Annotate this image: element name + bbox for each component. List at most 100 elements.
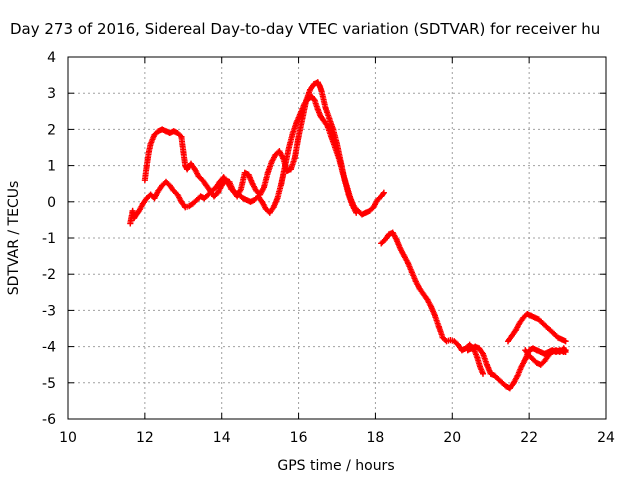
data-point xyxy=(551,330,558,337)
y-tick-label: 3 xyxy=(47,86,56,102)
data-point xyxy=(237,186,244,193)
data-point xyxy=(199,177,206,184)
data-point xyxy=(443,338,450,345)
data-point xyxy=(349,202,356,209)
data-point xyxy=(553,347,559,354)
data-point xyxy=(174,191,181,198)
data-point xyxy=(245,171,252,178)
data-point xyxy=(562,338,569,345)
data-point xyxy=(451,338,458,345)
data-point xyxy=(560,345,567,352)
series-1 xyxy=(127,93,387,227)
data-point xyxy=(382,236,388,243)
data-point xyxy=(147,140,154,147)
data-point xyxy=(166,182,173,189)
data-point xyxy=(188,160,194,167)
data-point xyxy=(556,349,563,355)
data-point xyxy=(514,372,521,379)
data-point xyxy=(397,245,404,252)
data-point xyxy=(266,209,273,216)
data-point xyxy=(416,285,423,292)
data-point xyxy=(370,204,377,211)
data-point xyxy=(334,140,340,147)
data-point xyxy=(155,128,162,135)
data-point xyxy=(280,155,287,162)
chart-title: Day 273 of 2016, Sidereal Day-to-day VTE… xyxy=(10,20,600,38)
data-point xyxy=(314,79,321,86)
data-point xyxy=(170,128,177,135)
data-point xyxy=(139,200,146,207)
data-point xyxy=(145,149,152,156)
data-point xyxy=(533,359,540,366)
data-point xyxy=(322,104,329,111)
data-point xyxy=(458,347,465,354)
x-tick-label: 16 xyxy=(290,430,308,446)
data-point xyxy=(558,336,565,343)
data-point xyxy=(537,349,544,355)
data-point xyxy=(495,376,502,383)
data-point xyxy=(186,203,193,210)
data-point xyxy=(341,177,348,184)
data-point xyxy=(508,332,515,339)
data-point xyxy=(274,195,281,202)
data-point xyxy=(147,191,154,198)
data-point xyxy=(480,370,486,377)
data-point xyxy=(259,198,266,205)
data-point xyxy=(178,133,185,140)
data-point xyxy=(401,253,408,260)
data-point xyxy=(428,303,435,310)
data-point xyxy=(317,113,324,120)
data-series xyxy=(127,79,569,392)
data-point xyxy=(337,159,344,165)
y-tick-label: 1 xyxy=(47,159,56,175)
data-point xyxy=(491,372,498,379)
data-point xyxy=(318,88,325,95)
data-point xyxy=(505,338,511,345)
data-point xyxy=(393,236,400,243)
data-point xyxy=(163,178,169,185)
data-point xyxy=(203,182,210,189)
x-tick-label: 22 xyxy=(520,430,538,446)
data-point xyxy=(207,187,214,194)
data-point xyxy=(468,345,475,352)
data-point xyxy=(264,169,271,176)
data-point xyxy=(530,356,536,363)
data-point xyxy=(311,97,318,104)
data-point xyxy=(249,180,256,187)
data-point xyxy=(472,343,479,350)
data-point xyxy=(474,354,481,361)
data-point xyxy=(432,312,438,319)
x-tick-label: 10 xyxy=(59,430,77,446)
data-point xyxy=(178,198,185,205)
data-point xyxy=(159,126,166,133)
data-point xyxy=(189,200,196,207)
data-point xyxy=(530,345,536,352)
data-point xyxy=(520,314,527,321)
data-point xyxy=(362,209,369,216)
data-point xyxy=(287,166,294,173)
data-point xyxy=(499,379,506,386)
data-point xyxy=(284,168,290,174)
data-point xyxy=(328,133,335,140)
data-point xyxy=(286,144,292,151)
data-point xyxy=(512,327,519,334)
series-6 xyxy=(522,345,569,368)
data-point xyxy=(136,207,143,214)
data-point xyxy=(166,130,173,136)
series-3 xyxy=(378,229,486,377)
data-point xyxy=(191,166,198,173)
data-point xyxy=(291,155,298,162)
x-tick-label: 20 xyxy=(443,430,461,446)
data-point xyxy=(226,178,233,185)
data-point xyxy=(316,83,323,89)
y-tick-label: 0 xyxy=(47,195,56,211)
plus-markers xyxy=(141,79,360,216)
data-point xyxy=(378,193,385,200)
data-point xyxy=(353,209,360,216)
data-point xyxy=(359,211,365,218)
data-point xyxy=(547,327,554,334)
data-point xyxy=(193,197,200,203)
data-point xyxy=(506,385,513,392)
data-point xyxy=(184,166,191,173)
